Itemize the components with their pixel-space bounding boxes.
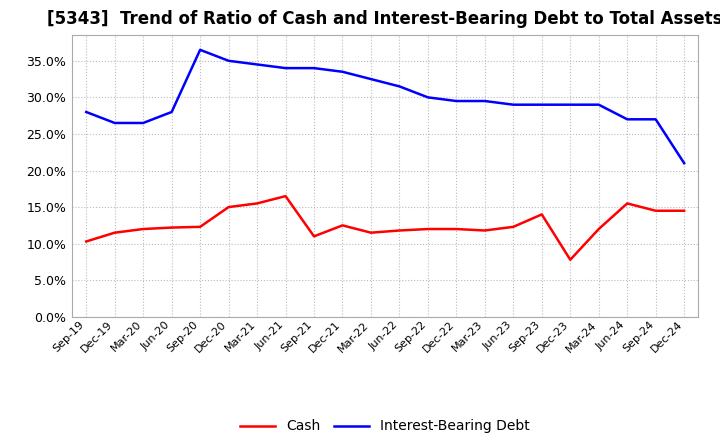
Cash: [139, 227, 148, 232]
Cash: [225, 205, 233, 210]
Interest-Bearing Debt: [395, 84, 404, 89]
Cash: [167, 225, 176, 230]
Interest-Bearing Debt: [537, 102, 546, 107]
Cash: [595, 227, 603, 232]
Cash: [623, 201, 631, 206]
Cash: [310, 234, 318, 239]
Interest-Bearing Debt: [167, 110, 176, 115]
Interest-Bearing Debt: [310, 66, 318, 71]
Interest-Bearing Debt: [509, 102, 518, 107]
Interest-Bearing Debt: [566, 102, 575, 107]
Interest-Bearing Debt: [623, 117, 631, 122]
Interest-Bearing Debt: [253, 62, 261, 67]
Cash: [537, 212, 546, 217]
Interest-Bearing Debt: [225, 58, 233, 63]
Cash: [82, 239, 91, 244]
Interest-Bearing Debt: [480, 99, 489, 104]
Legend: Cash, Interest-Bearing Debt: Cash, Interest-Bearing Debt: [235, 414, 536, 439]
Cash: [566, 257, 575, 262]
Interest-Bearing Debt: [282, 66, 290, 71]
Interest-Bearing Debt: [139, 120, 148, 125]
Cash: [282, 194, 290, 199]
Cash: [253, 201, 261, 206]
Cash: [680, 208, 688, 213]
Cash: [423, 227, 432, 232]
Line: Interest-Bearing Debt: Interest-Bearing Debt: [86, 50, 684, 163]
Line: Cash: Cash: [86, 196, 684, 260]
Interest-Bearing Debt: [652, 117, 660, 122]
Interest-Bearing Debt: [110, 120, 119, 125]
Interest-Bearing Debt: [423, 95, 432, 100]
Cash: [452, 227, 461, 232]
Cash: [196, 224, 204, 230]
Interest-Bearing Debt: [366, 77, 375, 82]
Cash: [395, 228, 404, 233]
Cash: [110, 230, 119, 235]
Interest-Bearing Debt: [595, 102, 603, 107]
Cash: [652, 208, 660, 213]
Interest-Bearing Debt: [452, 99, 461, 104]
Interest-Bearing Debt: [338, 69, 347, 74]
Title: [5343]  Trend of Ratio of Cash and Interest-Bearing Debt to Total Assets: [5343] Trend of Ratio of Cash and Intere…: [48, 10, 720, 28]
Interest-Bearing Debt: [196, 47, 204, 52]
Cash: [509, 224, 518, 230]
Cash: [366, 230, 375, 235]
Cash: [480, 228, 489, 233]
Interest-Bearing Debt: [82, 110, 91, 115]
Cash: [338, 223, 347, 228]
Interest-Bearing Debt: [680, 161, 688, 166]
